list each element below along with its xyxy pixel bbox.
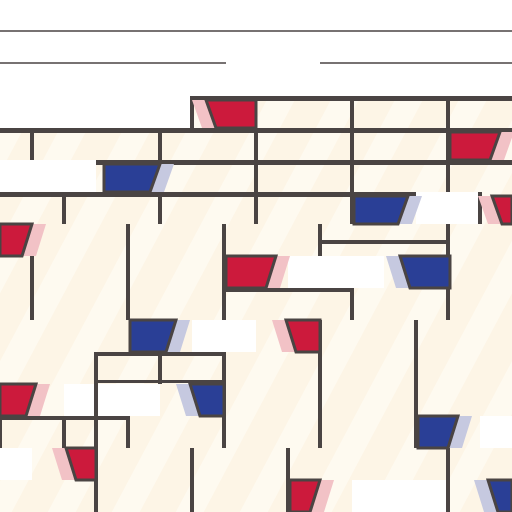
blue-slope-tile xyxy=(130,320,176,352)
frame-bar xyxy=(0,222,35,258)
white-gap xyxy=(0,0,512,96)
cream-brick-tile xyxy=(365,96,512,512)
white-gap xyxy=(64,384,160,416)
cream-brick-tile xyxy=(429,96,512,512)
frame-bar xyxy=(448,130,503,162)
frame-bar xyxy=(283,318,322,354)
top-lines xyxy=(0,30,512,64)
colored-tiles xyxy=(0,98,512,512)
frame-bar xyxy=(397,254,452,290)
frame-bar xyxy=(187,382,226,418)
slope-highlight xyxy=(490,132,512,160)
slope-highlight xyxy=(166,320,190,352)
white-gap xyxy=(352,480,448,512)
slope-highlight xyxy=(474,480,498,512)
cream-brick-tile xyxy=(0,96,105,512)
slope-highlight xyxy=(478,196,502,224)
frame-bar xyxy=(224,254,279,290)
slope-highlight xyxy=(22,224,46,256)
frame-bar xyxy=(224,288,352,292)
slope-highlight xyxy=(176,384,200,416)
blue-slope-tile xyxy=(400,256,450,288)
frame-bar xyxy=(485,478,512,512)
frame-bar xyxy=(0,382,39,418)
slope-highlight xyxy=(448,416,472,448)
red-slope-tile xyxy=(492,196,512,224)
frame-bar xyxy=(352,194,411,226)
white-gap xyxy=(288,256,384,288)
cream-brick-tile xyxy=(0,96,233,512)
slope-highlight xyxy=(150,164,174,192)
cream-brick-tile xyxy=(0,96,169,512)
blue-slope-tile xyxy=(418,416,458,448)
frame-bar xyxy=(489,194,512,226)
slope-highlight xyxy=(26,384,50,416)
frame-bar xyxy=(288,478,323,512)
frame-bar xyxy=(0,192,416,197)
slope-highlight xyxy=(398,196,422,224)
slope-highlight xyxy=(266,256,290,288)
white-gap xyxy=(480,416,512,448)
slope-highlight xyxy=(272,320,296,352)
frame-bar xyxy=(416,414,461,450)
slope-highlight xyxy=(52,448,76,480)
frame-bar xyxy=(96,160,512,165)
slope-highlight xyxy=(192,100,216,128)
slope-highlight xyxy=(386,256,410,288)
slope-highlight xyxy=(310,480,334,512)
white-gap xyxy=(0,448,32,480)
red-slope-tile xyxy=(206,100,256,128)
red-slope-tile xyxy=(226,256,276,288)
blue-slope-tile xyxy=(354,196,408,224)
red-slope-tile xyxy=(450,132,500,160)
white-gap xyxy=(192,320,256,352)
cream-brick-tile xyxy=(109,96,361,512)
frame-bar xyxy=(63,446,98,482)
blue-slope-tile xyxy=(488,480,512,512)
white-gap xyxy=(0,160,96,192)
frame-bar xyxy=(320,240,448,244)
blue-slope-tile xyxy=(104,164,160,192)
frame-bar xyxy=(102,162,163,194)
white-gap xyxy=(416,192,480,224)
frame-bar xyxy=(203,98,258,130)
frame-bar xyxy=(128,318,179,354)
white-gap xyxy=(0,96,192,128)
